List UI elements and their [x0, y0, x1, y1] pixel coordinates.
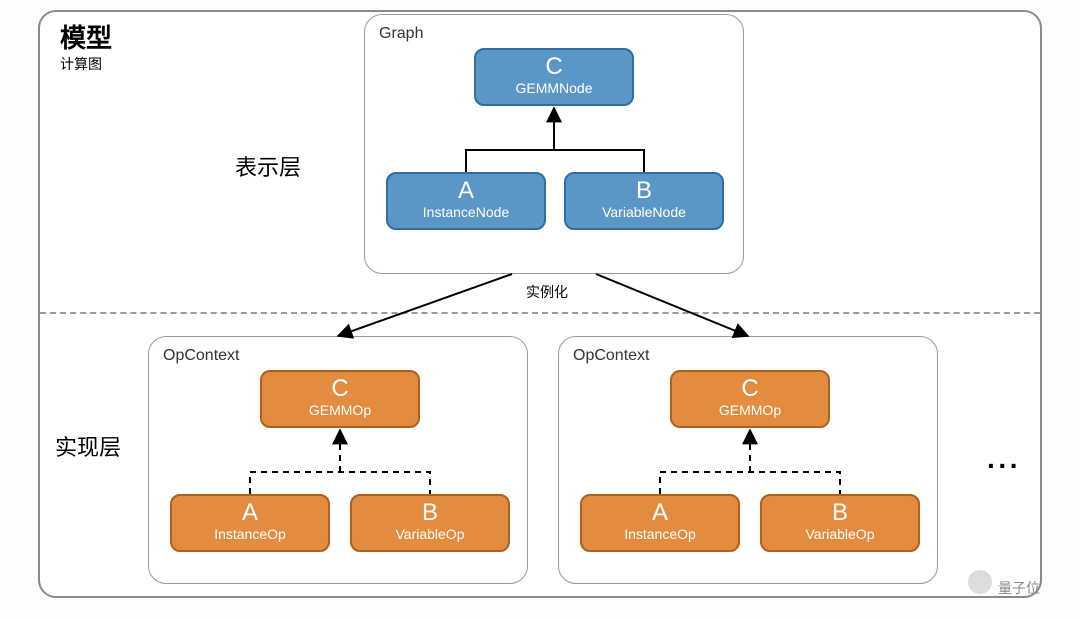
node-title: B [566, 174, 722, 204]
watermark: 量子位 [998, 578, 1040, 598]
node-title: B [352, 496, 508, 526]
node-op0-b: B VariableOp [350, 494, 510, 552]
node-sub: GEMMOp [672, 402, 828, 423]
node-op1-a: A InstanceOp [580, 494, 740, 552]
opcontext-panel-title: OpContext [163, 347, 239, 365]
node-sub: GEMMOp [262, 402, 418, 423]
watermark-badge-icon [968, 570, 992, 594]
node-graph-b: B VariableNode [564, 172, 724, 230]
node-sub: VariableOp [762, 526, 918, 547]
node-title: C [672, 372, 828, 402]
opcontext-panel-title: OpContext [573, 347, 649, 365]
node-op1-c: C GEMMOp [670, 370, 830, 428]
layer-divider [40, 312, 1040, 314]
graph-panel-title: Graph [379, 25, 423, 43]
node-sub: VariableOp [352, 526, 508, 547]
node-title: A [172, 496, 328, 526]
node-sub: InstanceOp [172, 526, 328, 547]
node-op1-b: B VariableOp [760, 494, 920, 552]
node-title: C [262, 372, 418, 402]
node-title: A [582, 496, 738, 526]
layer-1-label: 表示层 [235, 150, 301, 182]
node-op0-a: A InstanceOp [170, 494, 330, 552]
node-graph-a: A InstanceNode [386, 172, 546, 230]
node-title: B [762, 496, 918, 526]
node-title: C [476, 50, 632, 80]
ellipsis: ··· [987, 450, 1021, 482]
node-sub: InstanceNode [388, 204, 544, 225]
node-sub: VariableNode [566, 204, 722, 225]
layer-2-label: 实现层 [55, 430, 121, 462]
instantiate-label: 实例化 [524, 282, 570, 302]
title-main: 模型 [60, 18, 112, 55]
title-sub: 计算图 [60, 54, 102, 74]
node-title: A [388, 174, 544, 204]
node-graph-c: C GEMMNode [474, 48, 634, 106]
node-sub: InstanceOp [582, 526, 738, 547]
node-sub: GEMMNode [476, 80, 632, 101]
node-op0-c: C GEMMOp [260, 370, 420, 428]
